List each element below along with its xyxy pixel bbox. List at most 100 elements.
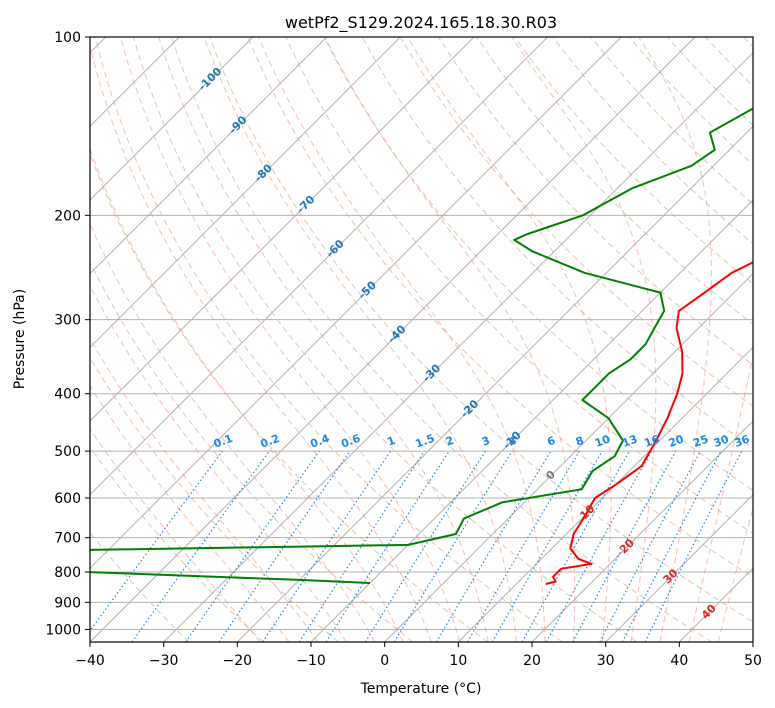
x-tick-label: −10 xyxy=(296,653,326,669)
moist-adiabat xyxy=(688,353,753,642)
isotherms xyxy=(90,37,753,642)
moist-adiabat xyxy=(120,37,461,642)
x-tick-label: 0 xyxy=(380,653,389,669)
moist-adiabat xyxy=(90,337,319,642)
moist-adiabat xyxy=(90,427,261,642)
y-tick-label: 600 xyxy=(54,491,81,507)
isotherm-line xyxy=(90,37,549,496)
dry-adiabat xyxy=(476,37,753,325)
chart-title: wetPf2_S129.2024.165.18.30.R03 xyxy=(285,13,557,33)
mixing-ratio-label: 16 xyxy=(642,432,661,450)
mixing-ratio-line xyxy=(572,450,677,642)
mixing-ratio-line xyxy=(298,450,425,642)
isotherm-line xyxy=(236,125,753,642)
dry-adiabat xyxy=(90,446,264,642)
moist-adiabat xyxy=(158,37,489,642)
isotherm-line xyxy=(384,272,753,642)
dry-adiabat xyxy=(171,37,712,642)
moist-adiabat xyxy=(203,37,517,642)
y-tick-label: 1000 xyxy=(45,622,81,638)
y-tick-label: 800 xyxy=(54,565,81,581)
moist-adiabat xyxy=(90,44,432,642)
temperature-profile xyxy=(545,261,753,585)
mixing-ratio-line xyxy=(325,450,450,642)
y-tick-label: 300 xyxy=(54,313,81,329)
isotherm-line xyxy=(605,493,753,642)
moist-adiabat xyxy=(90,284,347,642)
pressure-gridlines xyxy=(90,37,753,630)
y-tick-label: 500 xyxy=(54,444,81,460)
mixing-ratio-line xyxy=(218,450,351,642)
mixing-ratio-label: 6 xyxy=(545,434,557,449)
mixing-ratio-label: 36 xyxy=(733,432,752,450)
x-tick-label: 40 xyxy=(670,653,688,669)
x-tick-label: 10 xyxy=(449,653,467,669)
moist-adiabat xyxy=(638,37,712,642)
mixing-ratio-label: 13 xyxy=(620,433,639,450)
dry-adiabats xyxy=(90,37,753,642)
x-tick-label: 20 xyxy=(523,653,541,669)
isotherm-line xyxy=(457,346,753,642)
y-tick-label: 900 xyxy=(54,595,81,611)
mixing-ratio-label: 2 xyxy=(444,434,456,449)
mixing-ratio-label: 3 xyxy=(480,434,492,449)
mixing-ratio-line xyxy=(131,450,270,642)
mixing-ratio-line xyxy=(90,450,223,632)
mixing-ratio-label: 0.2 xyxy=(259,432,282,451)
isotherm-line xyxy=(90,37,622,570)
dry-adiabat xyxy=(514,37,753,285)
mixing-ratio-line xyxy=(185,450,320,642)
isotherm-line xyxy=(163,51,753,642)
mixing-ratio-label: 1.5 xyxy=(414,432,437,451)
isotherm-line xyxy=(90,37,328,275)
x-axis-label: Temperature (°C) xyxy=(360,681,482,697)
mixing-ratio-line xyxy=(393,450,513,642)
dry-adiabat xyxy=(285,37,753,535)
dry-adiabat xyxy=(247,37,753,578)
mixing-ratio-label: 10 xyxy=(593,432,612,450)
x-tick-label: −20 xyxy=(223,653,253,669)
moist-adiabat xyxy=(90,222,376,642)
dry-adiabat xyxy=(209,37,753,623)
isotherm-line xyxy=(90,37,475,422)
mixing-ratio-line xyxy=(644,450,743,642)
isotherm-line xyxy=(90,37,696,642)
mixing-ratio-line xyxy=(521,450,631,642)
sounding-series xyxy=(90,107,753,585)
dry-adiabat xyxy=(323,37,753,491)
x-tick-label: 50 xyxy=(744,653,762,669)
x-tick-label: −30 xyxy=(149,653,179,669)
moist-adiabat xyxy=(90,147,404,642)
dry-adiabat xyxy=(90,260,414,642)
mixing-ratio-label: 8 xyxy=(574,434,586,449)
isotherm-line xyxy=(90,37,254,201)
dewpoint-profile xyxy=(90,107,753,584)
mixing-ratio-label: 0.6 xyxy=(339,432,362,451)
dry-adiabat xyxy=(132,37,638,642)
plot-frame xyxy=(89,36,754,643)
mixing-ratio-label: 4 xyxy=(507,434,519,449)
mixing-ratio-label: 0.4 xyxy=(309,432,332,451)
dry-adiabat xyxy=(90,356,339,642)
isotherm-line xyxy=(531,420,753,642)
y-tick-label: 200 xyxy=(54,208,81,224)
y-tick-label: 700 xyxy=(54,531,81,547)
x-axis-ticks: −40 −30 −20 −10 0 10 20 30 40 50 xyxy=(75,642,762,669)
moist-adiabat xyxy=(258,37,546,642)
dry-adiabat xyxy=(94,37,563,642)
x-tick-label: −40 xyxy=(75,653,105,669)
isotherm-line xyxy=(310,199,753,642)
y-tick-label: 100 xyxy=(54,30,81,46)
y-axis-label: Pressure (hPa) xyxy=(12,289,28,389)
mixing-ratio-line xyxy=(262,450,392,642)
x-tick-label: 30 xyxy=(597,653,615,669)
moist-adiabat xyxy=(511,37,657,642)
mixing-ratio-label: 25 xyxy=(691,433,710,450)
isotherm-line xyxy=(90,37,401,349)
mixing-ratio-label: 1 xyxy=(385,434,397,449)
y-axis-ticks: 1000 900 800 700 600 500 400 300 200 100 xyxy=(45,30,90,638)
mixing-ratio-label: 30 xyxy=(712,432,731,450)
moist-adiabat xyxy=(90,384,290,642)
